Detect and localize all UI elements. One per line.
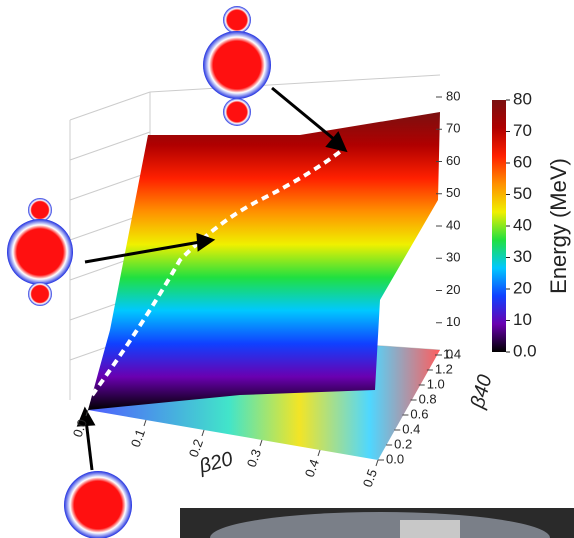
- colorbar-group: Energy (MeV) 0.0 10 20 30 40 50 60 70 80: [506, 89, 571, 360]
- y-tick-label: 0.2: [394, 436, 412, 451]
- x-tick-label: 0.5: [360, 467, 380, 489]
- colorbar-label: Energy (MeV): [546, 158, 571, 294]
- z-tick-label: 70: [446, 121, 460, 136]
- z-tick-label: 30: [446, 250, 460, 265]
- y-axis-label: β40: [466, 372, 496, 411]
- colorbar-tick-label: 10: [513, 310, 532, 329]
- colorbar-tick-label: 20: [513, 278, 532, 297]
- x-tick-label: 0.4: [302, 457, 322, 479]
- y-tick-label: 0.4: [402, 421, 420, 436]
- x-tick: [318, 450, 320, 456]
- y-tick-label: 0.8: [419, 391, 437, 406]
- y-tick-label: 0.6: [410, 406, 428, 421]
- colorbar-tick-label: 70: [513, 121, 532, 140]
- y-tick-label: 1.0: [427, 376, 445, 391]
- z-tick-label: 20: [446, 282, 460, 297]
- chart: β20 β40 Energy (MeV) 0.01020304050607080…: [0, 0, 574, 538]
- x-tick-label: 0.1: [128, 427, 148, 449]
- y-tick-label: 0.0: [386, 451, 404, 466]
- colorbar-tick-label: 50: [513, 184, 532, 203]
- x-tick: [260, 440, 262, 446]
- z-tick-label: 60: [446, 153, 460, 168]
- x-tick: [202, 430, 204, 436]
- photo: [180, 508, 574, 538]
- z-tick-label: 50: [446, 185, 460, 200]
- colorbar-tick-label: 60: [513, 152, 532, 171]
- z-tick-label: 40: [446, 217, 460, 232]
- colorbar: [492, 100, 506, 352]
- z-tick-label: 80: [446, 88, 460, 103]
- z-tick-label: 10: [446, 314, 460, 329]
- x-tick-label: 0.3: [244, 447, 264, 469]
- colorbar-tick-label: 80: [513, 89, 532, 108]
- colorbar-tick-label: 40: [513, 215, 532, 234]
- x-tick: [144, 420, 146, 426]
- y-tick-label: 1.4: [443, 346, 461, 361]
- y-tick-label: 1.2: [435, 361, 453, 376]
- page: {"chart_data": {"type": "surface3d", "x_…: [0, 0, 574, 538]
- x-tick: [376, 460, 378, 466]
- colorbar-tick-label: 0.0: [513, 341, 537, 360]
- colorbar-tick-label: 30: [513, 247, 532, 266]
